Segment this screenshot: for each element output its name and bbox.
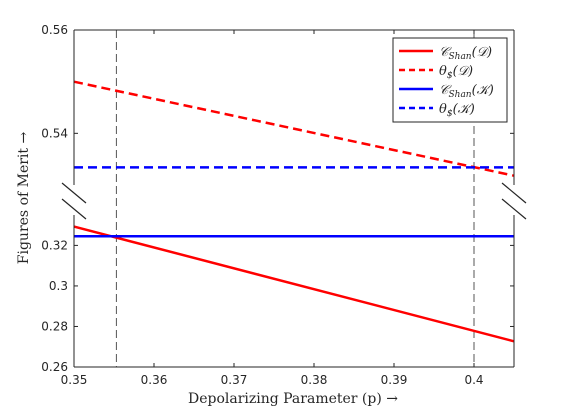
y-axis-title: Figures of Merit →: [16, 132, 32, 265]
y-tick-label: 0.56: [41, 23, 68, 37]
y-tick-label: 0.32: [41, 238, 68, 252]
x-tick-label: 0.37: [221, 373, 248, 387]
axis-break-mark-left-2: [61, 198, 87, 220]
series-line-2: [73, 80, 515, 177]
axis-break-mark-left-1: [61, 182, 87, 204]
x-tick-label: 0.4: [464, 373, 483, 387]
x-tick-label: 0.36: [141, 373, 168, 387]
x-tick-label: 0.39: [381, 373, 408, 387]
y-tick-label: 0.28: [41, 319, 68, 333]
x-tick-label: 0.38: [301, 373, 328, 387]
y-tick-label: 0.26: [41, 360, 68, 374]
legend-label-4: θ$(𝒦): [439, 102, 475, 119]
y-tick-label: 0.54: [41, 126, 68, 140]
series-line-1: [73, 225, 515, 343]
legend: 𝒞Shan(𝒟)θ$(𝒟)𝒞Shan(𝒦)θ$(𝒦): [392, 37, 508, 123]
x-tick-label: 0.35: [61, 373, 88, 387]
legend-label-2: θ$(𝒟): [439, 64, 473, 81]
axis-break-mark-right-1: [501, 182, 527, 204]
x-axis-title: Depolarizing Parameter (p) →: [188, 391, 398, 407]
axis-break-mark-right-2: [501, 198, 527, 220]
y-tick-label: 0.3: [49, 279, 68, 293]
